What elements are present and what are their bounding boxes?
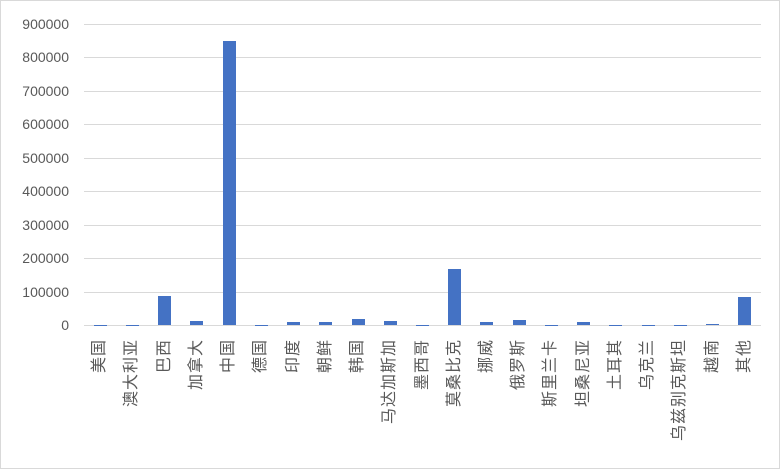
bar — [351, 318, 365, 325]
x-axis-label: 巴西 — [155, 339, 173, 374]
bar — [480, 321, 494, 325]
bar — [222, 41, 236, 325]
y-axis-label: 700000 — [22, 82, 69, 99]
x-axis-label: 斯里兰卡 — [542, 339, 560, 408]
x-axis-label: 俄罗斯 — [510, 339, 528, 391]
y-axis-label: 900000 — [22, 16, 69, 32]
bar — [383, 320, 397, 325]
gridline — [84, 124, 761, 126]
bar — [738, 296, 752, 325]
y-axis-label: 600000 — [22, 116, 69, 133]
x-axis-label: 德国 — [252, 339, 270, 374]
gridline — [84, 57, 761, 59]
bar — [512, 319, 526, 325]
gridline — [84, 258, 761, 260]
x-axis-label: 乌兹别克斯坦 — [671, 339, 689, 442]
x-axis-label: 墨西哥 — [413, 339, 431, 391]
x-axis-label: 乌克兰 — [639, 339, 657, 391]
x-axis-label: 美国 — [91, 339, 109, 374]
bar — [448, 269, 462, 325]
x-axis-label: 莫桑比克 — [445, 339, 463, 408]
x-axis-label: 越南 — [703, 339, 721, 374]
bar — [190, 320, 204, 325]
bar — [706, 323, 720, 325]
bar — [319, 321, 333, 325]
y-axis-label: 100000 — [22, 283, 69, 300]
gridline — [84, 24, 761, 25]
y-axis-label: 200000 — [22, 250, 69, 267]
x-axis-label: 坦桑尼亚 — [574, 339, 592, 408]
x-axis-label: 中国 — [220, 339, 238, 374]
bar — [287, 321, 301, 325]
gridline — [84, 157, 761, 159]
x-axis-label: 朝鲜 — [316, 339, 334, 374]
y-axis-label: 400000 — [22, 183, 69, 200]
x-axis-label: 印度 — [284, 339, 302, 374]
y-axis-label: 300000 — [22, 216, 69, 233]
x-axis-label: 马达加斯加 — [381, 339, 399, 425]
x-axis-label: 其他 — [735, 339, 753, 374]
gridline — [84, 224, 761, 226]
gridline — [84, 191, 761, 193]
y-axis-label: 0 — [61, 317, 69, 333]
x-axis-label: 加拿大 — [187, 339, 205, 391]
bar — [577, 321, 591, 325]
x-axis-label: 土耳其 — [606, 339, 624, 391]
bar — [158, 295, 172, 325]
gridline — [84, 291, 761, 293]
x-axis-label: 韩国 — [349, 339, 367, 374]
y-axis-label: 800000 — [22, 49, 69, 66]
y-axis-label: 500000 — [22, 149, 69, 166]
x-axis-label: 澳大利亚 — [123, 339, 141, 408]
gridline — [84, 90, 761, 92]
x-axis-label: 挪威 — [477, 339, 495, 374]
gridline — [84, 325, 761, 326]
